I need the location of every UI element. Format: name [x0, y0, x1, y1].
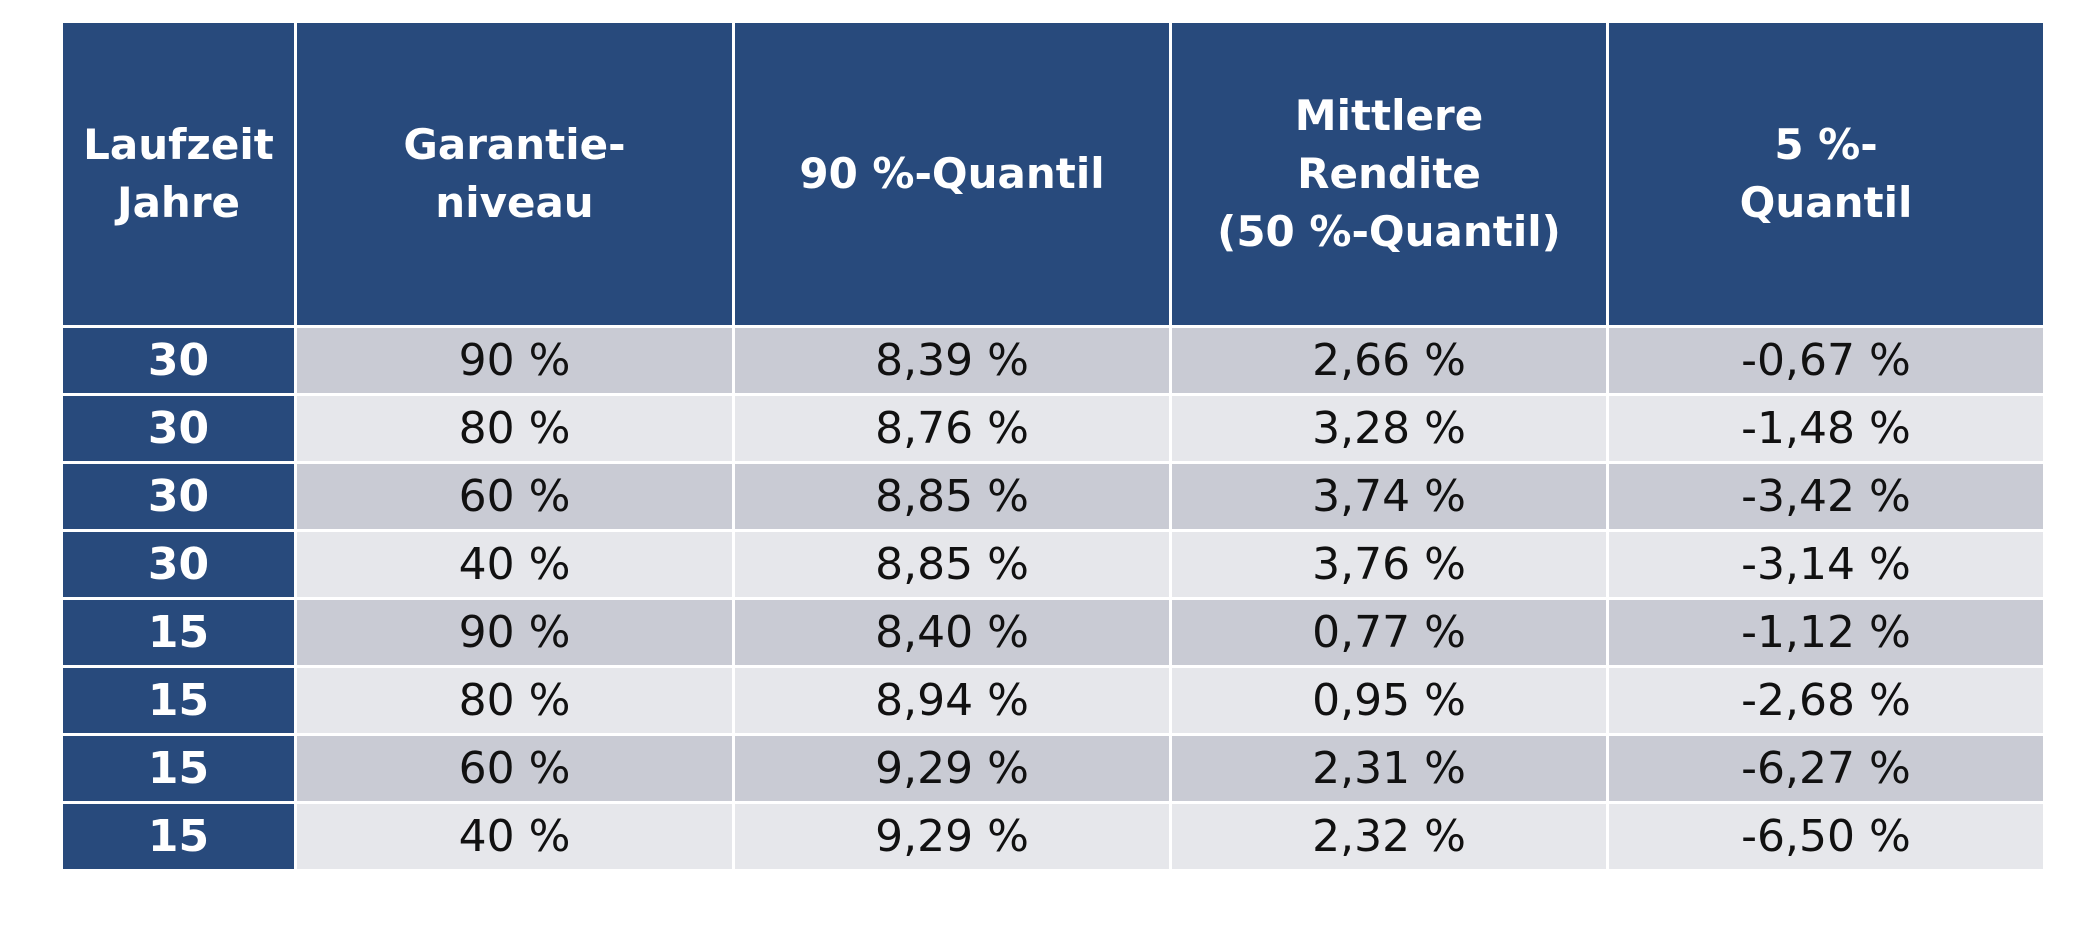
header-line: Rendite	[1297, 149, 1481, 198]
table-row: 30 90 % 8,39 % 2,66 % -0,67 %	[60, 325, 2046, 396]
quantil-5-cell: -0,67 %	[1606, 325, 2046, 396]
quantil-5-cell: -2,68 %	[1606, 665, 2046, 736]
garantieniveau-cell: 40 %	[294, 529, 735, 600]
laufzeit-cell: 15	[60, 733, 297, 804]
quantil-5-cell: -3,14 %	[1606, 529, 2046, 600]
header-line: niveau	[435, 178, 594, 227]
quantil-90-cell: 8,85 %	[732, 461, 1172, 532]
laufzeit-cell: 15	[60, 597, 297, 668]
quantil-5-cell: -3,42 %	[1606, 461, 2046, 532]
quantil-90-cell: 9,29 %	[732, 801, 1172, 872]
mittlere-rendite-cell: 2,66 %	[1169, 325, 1609, 396]
garantieniveau-cell: 90 %	[294, 597, 735, 668]
laufzeit-cell: 30	[60, 461, 297, 532]
laufzeit-cell: 15	[60, 801, 297, 872]
garantieniveau-cell: 80 %	[294, 665, 735, 736]
mittlere-rendite-cell: 3,28 %	[1169, 393, 1609, 464]
header-laufzeit-jahre: Laufzeit Jahre	[60, 20, 297, 328]
laufzeit-cell: 30	[60, 529, 297, 600]
quantil-5-cell: -6,50 %	[1606, 801, 2046, 872]
mittlere-rendite-cell: 2,31 %	[1169, 733, 1609, 804]
garantieniveau-cell: 90 %	[294, 325, 735, 396]
header-mittlere-rendite: Mittlere Rendite (50 %-Quantil)	[1169, 20, 1609, 328]
garantieniveau-cell: 40 %	[294, 801, 735, 872]
header-garantieniveau: Garantie- niveau	[294, 20, 735, 328]
header-line: Garantie-	[403, 120, 626, 169]
table-row: 15 90 % 8,40 % 0,77 % -1,12 %	[60, 597, 2046, 668]
mittlere-rendite-cell: 0,77 %	[1169, 597, 1609, 668]
header-line: 90 %-Quantil	[799, 149, 1105, 198]
table-row: 30 80 % 8,76 % 3,28 % -1,48 %	[60, 393, 2046, 464]
quantil-90-cell: 8,40 %	[732, 597, 1172, 668]
header-row: Laufzeit Jahre Garantie- niveau 90 %-Qua…	[60, 20, 2046, 328]
garantieniveau-cell: 60 %	[294, 733, 735, 804]
quantil-90-cell: 8,76 %	[732, 393, 1172, 464]
header-line: Jahre	[116, 178, 241, 227]
mittlere-rendite-cell: 0,95 %	[1169, 665, 1609, 736]
quantil-90-cell: 8,39 %	[732, 325, 1172, 396]
table-row: 15 40 % 9,29 % 2,32 % -6,50 %	[60, 801, 2046, 872]
table-row: 15 60 % 9,29 % 2,31 % -6,27 %	[60, 733, 2046, 804]
header-line: Quantil	[1739, 178, 1913, 227]
quantil-5-cell: -6,27 %	[1606, 733, 2046, 804]
mittlere-rendite-cell: 2,32 %	[1169, 801, 1609, 872]
mittlere-rendite-cell: 3,74 %	[1169, 461, 1609, 532]
quantil-90-cell: 8,94 %	[732, 665, 1172, 736]
quantil-5-cell: -1,48 %	[1606, 393, 2046, 464]
table-row: 30 60 % 8,85 % 3,74 % -3,42 %	[60, 461, 2046, 532]
results-table: Laufzeit Jahre Garantie- niveau 90 %-Qua…	[60, 20, 2046, 872]
header-line: Laufzeit	[83, 120, 274, 169]
laufzeit-cell: 30	[60, 325, 297, 396]
header-line: 5 %-	[1774, 120, 1878, 169]
header-line: Mittlere	[1294, 91, 1484, 140]
table-row: 30 40 % 8,85 % 3,76 % -3,14 %	[60, 529, 2046, 600]
quantil-90-cell: 9,29 %	[732, 733, 1172, 804]
garantieniveau-cell: 80 %	[294, 393, 735, 464]
garantieniveau-cell: 60 %	[294, 461, 735, 532]
laufzeit-cell: 15	[60, 665, 297, 736]
quantil-5-cell: -1,12 %	[1606, 597, 2046, 668]
mittlere-rendite-cell: 3,76 %	[1169, 529, 1609, 600]
header-line: (50 %-Quantil)	[1217, 207, 1561, 256]
table-row: 15 80 % 8,94 % 0,95 % -2,68 %	[60, 665, 2046, 736]
header-90-quantil: 90 %-Quantil	[732, 20, 1172, 328]
header-5-quantil: 5 %- Quantil	[1606, 20, 2046, 328]
quantil-90-cell: 8,85 %	[732, 529, 1172, 600]
laufzeit-cell: 30	[60, 393, 297, 464]
